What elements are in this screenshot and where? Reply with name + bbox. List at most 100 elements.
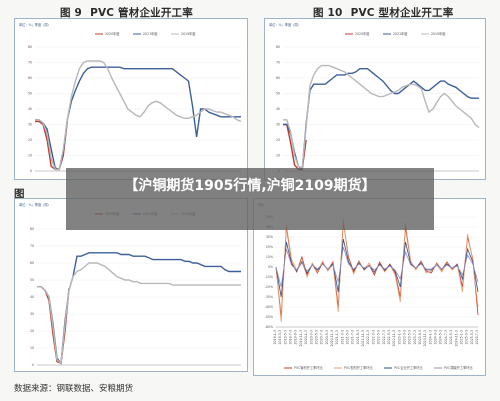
series-line (35, 66, 241, 171)
y-tick-label: 70 (276, 61, 280, 65)
y-tick-label: 60 (276, 76, 280, 80)
legend-label: PVC薄膜开工率环比 (444, 365, 473, 370)
y-tick-label: 80 (30, 227, 34, 231)
figure-9-number: 图 9 (60, 7, 83, 19)
chart-legend: PVC管材开工率环比 PVC型材开工率环比 PVC企业开工率环比 PVC薄膜开工率环比 (284, 365, 473, 370)
legend-label: 2020年度 (355, 31, 370, 36)
y-tick-label: 20 (28, 138, 32, 142)
y-tick-label: 10% (266, 255, 273, 259)
y-tick-label: 30 (30, 312, 34, 316)
x-tick-label: 2021-7-3 (351, 330, 355, 344)
legend-label: PVC企业开工率环比 (394, 365, 423, 370)
chart-svg-pvc-pipe: 单位：%；季度（周） 2020年度 2021年度 2019年度 0 10 20 30 40 50 6… (19, 22, 242, 173)
x-tick-label: 2021-3-3 (340, 330, 344, 344)
y-tick-label: 80 (276, 45, 280, 49)
x-tick-label: 2023-5-3 (408, 330, 412, 344)
legend-label: 2020年度 (105, 31, 120, 36)
legend-label: PVC管材开工率环比 (294, 365, 323, 370)
y-tick-label: -20% (265, 285, 273, 289)
x-tick-label: 2025-7-3 (475, 330, 479, 344)
y-tick-label: -50% (265, 315, 273, 319)
y-tick-label: 40 (28, 107, 32, 111)
x-tick-label: 2022-9-3 (387, 330, 391, 344)
x-tick-label: 2020-1-3 (304, 330, 308, 344)
x-tick-label: 2019-3-3 (278, 330, 282, 344)
chart-svg-mom: 环比PVC管材开工率环比PVC型材开工率环比PVC企业开工率环比PVC薄膜开工率… (258, 202, 479, 370)
legend-label: 2019年度 (431, 31, 446, 36)
y-tick-label: -30% (265, 295, 273, 299)
x-tick-label: 2025-1-3 (459, 330, 463, 344)
x-tick-label: 2021-5-3 (346, 330, 350, 344)
x-tick-label: 2025-5-3 (470, 330, 474, 344)
series-line (283, 64, 480, 169)
x-tick-label: 2024-9-3 (449, 330, 453, 344)
x-tick-label: 2019-9-3 (294, 330, 298, 344)
y-tick-label: 10 (28, 154, 32, 158)
figure-11-number: 图 (14, 188, 25, 200)
figure-10-number: 图 10 (313, 7, 343, 19)
series-line (283, 68, 479, 171)
y-tick-label: 0 (32, 363, 34, 367)
series-line (37, 262, 241, 365)
overlay-title: 【沪铜期货1905行情,沪铜2109期货】 (124, 178, 376, 194)
overlay-banner: 【沪铜期货1905行情,沪铜2109期货】 (66, 168, 434, 230)
x-tick-label: 2023-1-3 (397, 330, 401, 344)
figure-9-text: PVC 管材企业开工率 (90, 7, 193, 19)
x-tick-label: 2022-3-3 (371, 330, 375, 344)
x-tick-label: 2024-7-3 (444, 330, 448, 344)
y-tick-label: 0 (30, 169, 32, 173)
x-tick-label: 2024-5-3 (439, 330, 443, 344)
x-tick-label: 2019-1-3 (273, 330, 277, 344)
series-line (275, 246, 479, 288)
legend-label: 2021年度 (393, 31, 408, 36)
y-tick-label: 10 (276, 154, 280, 158)
chart-subtitle: 单位：%；季度（周） (269, 22, 301, 27)
y-tick-label: 20% (266, 245, 273, 249)
y-tick-label: 20 (30, 329, 34, 333)
x-tick-label: 2019-7-3 (289, 330, 293, 344)
x-tick-label: 2024-1-3 (428, 330, 432, 344)
y-tick-label: 30% (266, 235, 273, 239)
chart-subtitle: 单位：%；季度（周） (19, 22, 51, 27)
x-tick-label: 2020-3-3 (309, 330, 313, 344)
y-tick-label: 20 (276, 138, 280, 142)
y-tick-label: 80 (28, 45, 32, 49)
y-tick-label: 50 (276, 92, 280, 96)
y-tick-label: 30 (28, 123, 32, 127)
x-tick-label: 2024-3-3 (434, 330, 438, 344)
figure-10-text: PVC 型材企业开工率 (350, 7, 454, 19)
y-tick-label: 70 (28, 61, 32, 65)
series-line (35, 120, 68, 171)
x-tick-label: 2023-9-3 (418, 330, 422, 344)
y-tick-label: -10% (265, 275, 273, 279)
chart-legend: 2020年度 2021年度 2019年度 (345, 31, 446, 36)
chart-subtitle: 单位：%；季度（周） (19, 202, 51, 207)
x-tick-label: 2022-5-3 (377, 330, 381, 344)
y-tick-label: 30 (276, 123, 280, 127)
x-tick-label: 2023-7-3 (413, 330, 417, 344)
x-tick-label: 2022-1-3 (366, 330, 370, 344)
y-tick-label: 60 (30, 261, 34, 265)
x-tick-label: 2021-1-3 (335, 330, 339, 344)
chart-svg-bottom-left: 单位：%；季度（周）2020年度2021年度2019年度010203040506… (19, 202, 241, 367)
y-tick-label: 50 (30, 278, 34, 282)
source-note: 数据来源：钢联数据、安粮期货 (14, 384, 134, 394)
figure-11-title: 图 (14, 186, 25, 201)
chart-panel-pvc-profile: 单位：%；季度（周）2020年度2021年度2019年度010203040506… (264, 18, 486, 180)
x-tick-label: 2022-11-3 (392, 330, 396, 347)
x-tick-label: 2024-11-3 (454, 330, 458, 347)
y-tick-label: 10 (30, 346, 34, 350)
x-tick-label: 2019-11-3 (299, 330, 303, 347)
legend-label: 2019年度 (181, 31, 196, 36)
figure-9-title: 图 9 PVC 管材企业开工率 (60, 5, 193, 20)
x-tick-label: 2025-3-3 (465, 330, 469, 344)
series-line (35, 60, 242, 171)
chart-panel-pvc-pipe: 单位：%；季度（周） 2020年度 2021年度 2019年度 0 10 20 30 40 50 6… (14, 18, 248, 180)
x-tick-label: 2020-5-3 (314, 330, 318, 344)
y-tick-label: 0% (268, 265, 273, 269)
x-tick-label: 2022-7-3 (382, 330, 386, 344)
figure-10-title: 图 10 PVC 型材企业开工率 (313, 5, 453, 20)
x-tick-label: 2023-11-3 (423, 330, 427, 347)
chart-legend: 2020年度 2021年度 2019年度 (95, 31, 196, 36)
